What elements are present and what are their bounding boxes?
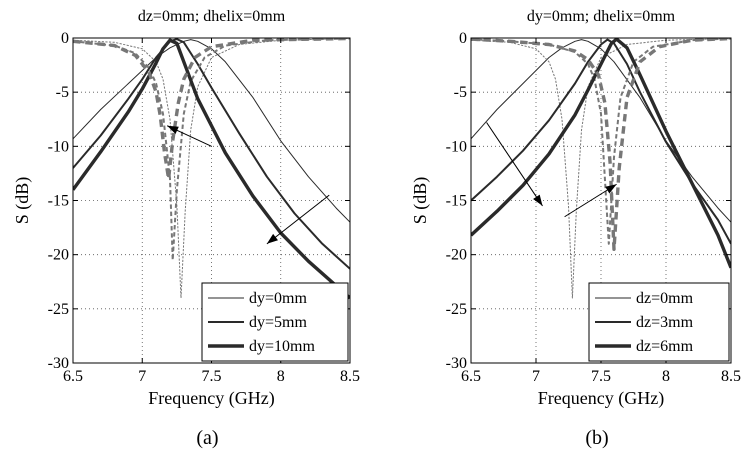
subfigure-label: (b) <box>585 427 608 449</box>
chart-panel-a: 6.5 7 7.5 8 8.5 0 -5 -10 -15 -20 -25 -30 dz=0mm; dhe… <box>12 8 360 449</box>
x-tick-label: 7 <box>532 368 540 385</box>
series-line-transmission-dy=5mm <box>73 38 350 270</box>
y-axis-label: S (dB) <box>410 177 431 225</box>
y-tick-label: -5 <box>56 84 69 101</box>
y-tick-label: -10 <box>48 138 69 155</box>
legend: dz=0mm dz=3mm dz=6mm <box>588 282 730 362</box>
annotation-arrow <box>486 122 543 207</box>
x-tick-label: 6.5 <box>63 368 83 385</box>
series-line-transmission-dz=6mm <box>471 38 731 269</box>
legend: dy=0mm dy=5mm dy=10mm <box>201 282 349 362</box>
annotation-arrowhead <box>605 184 617 194</box>
y-tick-label: -30 <box>48 355 69 372</box>
y-tick-label: -15 <box>446 193 467 210</box>
y-tick-label: -5 <box>454 84 467 101</box>
annotation-arrowhead <box>533 194 543 206</box>
legend-label: dy=0mm <box>249 290 307 307</box>
series-line-reflection-dz=3mm <box>471 38 731 245</box>
y-tick-label: -20 <box>446 247 467 264</box>
chart-panel-b: 6.5 7 7.5 8 8.5 0 -5 -10 -15 -20 -25 -30 dy=0mm; dhe… <box>410 8 741 449</box>
subfigure-label: (a) <box>196 427 218 449</box>
legend-label: dz=0mm <box>636 290 694 307</box>
series-line-transmission-dy=0mm <box>73 39 350 223</box>
y-tick-label: -25 <box>48 301 69 318</box>
chart-title: dz=0mm; dhelix=0mm <box>138 8 286 25</box>
x-axis-label: Frequency (GHz) <box>148 388 274 409</box>
legend-label: dy=5mm <box>249 314 307 331</box>
y-tick-label: 0 <box>459 30 467 47</box>
x-tick-label: 8.5 <box>340 368 360 385</box>
x-tick-label: 7.5 <box>591 368 611 385</box>
x-axis-label: Frequency (GHz) <box>538 388 664 409</box>
x-tick-label: 8 <box>662 368 670 385</box>
y-tick-label: 0 <box>61 30 69 47</box>
series-line-reflection-dz=6mm <box>471 38 731 252</box>
series-line-transmission-dy=10mm <box>73 38 350 300</box>
series-line-reflection-dy=0mm <box>73 38 350 299</box>
legend-label: dy=10mm <box>249 338 315 355</box>
x-tick-label: 8 <box>277 368 285 385</box>
annotation-arrowhead <box>266 233 278 244</box>
y-tick-label: -10 <box>446 138 467 155</box>
legend-label: dz=3mm <box>636 314 694 331</box>
series-line-reflection-dz=0mm <box>471 38 731 299</box>
series-line-reflection-dy=10mm <box>73 38 350 181</box>
legend-label: dz=6mm <box>636 338 694 355</box>
series-group <box>73 38 350 300</box>
annotation-arrow <box>266 194 330 245</box>
chart-title: dy=0mm; dhelix=0mm <box>527 8 676 25</box>
y-tick-label: -20 <box>48 247 69 264</box>
annotation-arrowhead <box>167 125 179 134</box>
y-tick-label: -30 <box>446 355 467 372</box>
y-axis-label: S (dB) <box>12 177 33 225</box>
x-tick-label: 6.5 <box>461 368 481 385</box>
y-tick-label: -15 <box>48 193 69 210</box>
x-tick-label: 8.5 <box>721 368 741 385</box>
series-group <box>471 38 731 299</box>
x-tick-label: 7.5 <box>202 368 222 385</box>
y-tick-label: -25 <box>446 301 467 318</box>
x-tick-label: 7 <box>138 368 146 385</box>
